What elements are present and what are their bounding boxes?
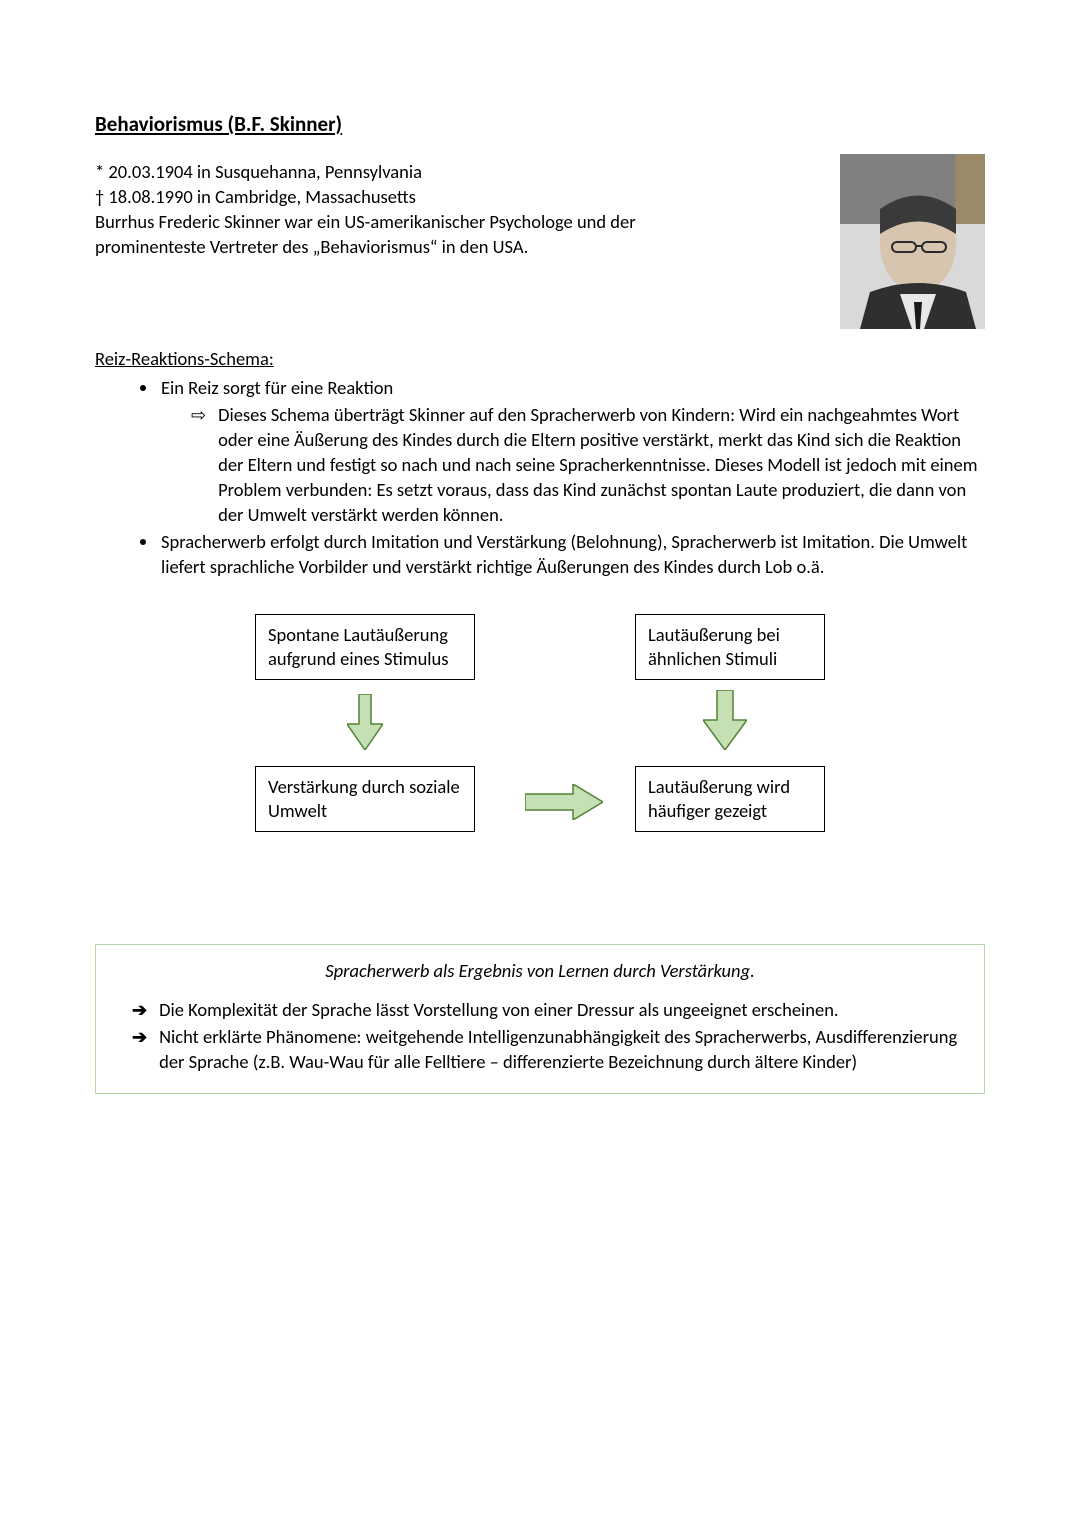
arrow-down-icon <box>347 694 383 757</box>
schema-heading: Reiz-Reaktions-Schema: <box>95 347 985 372</box>
bio-death: † 18.08.1990 in Cambridge, Massachusetts <box>95 185 695 210</box>
arrow-right-icon <box>525 784 603 827</box>
flowchart-node: Lautäußerung bei ähnlichen Stimuli <box>635 614 825 680</box>
summary-text: Die Komplexität der Sprache lässt Vorste… <box>159 998 970 1023</box>
bullet-text: Ein Reiz sorgt für eine Reaktion <box>161 376 393 399</box>
list-item: Ein Reiz sorgt für eine Reaktion ⇨ Diese… <box>159 376 985 528</box>
schema-list: Ein Reiz sorgt für eine Reaktion ⇨ Diese… <box>95 376 985 580</box>
portrait-placeholder <box>840 154 985 329</box>
arrow-bullet-icon: ➔ <box>132 998 147 1023</box>
summary-title: Spracherwerb als Ergebnis von Lernen dur… <box>110 959 970 984</box>
bullet-text: Spracherwerb erfolgt durch Imitation und… <box>161 530 967 578</box>
summary-text: Nicht erklärte Phänomene: weitgehende In… <box>159 1025 970 1075</box>
arrow-bullet-icon: ➔ <box>132 1025 147 1075</box>
summary-box: Spracherwerb als Ergebnis von Lernen dur… <box>95 944 985 1094</box>
bio-desc: Burrhus Frederic Skinner war ein US-amer… <box>95 210 695 260</box>
bio-block: * 20.03.1904 in Susquehanna, Pennsylvani… <box>95 160 695 260</box>
nested-text: Dieses Schema überträgt Skinner auf den … <box>218 403 985 528</box>
summary-item: ➔ Die Komplexität der Sprache lässt Vors… <box>110 998 970 1023</box>
page-title: Behaviorismus (B.F. Skinner) <box>95 110 985 138</box>
flowchart-node: Verstärkung durch soziale Umwelt <box>255 766 475 832</box>
bio-row: * 20.03.1904 in Susquehanna, Pennsylvani… <box>95 160 985 329</box>
arrow-down-icon <box>703 690 747 757</box>
arrow-right-icon: ⇨ <box>191 403 206 528</box>
nested-item: ⇨ Dieses Schema überträgt Skinner auf de… <box>191 403 985 528</box>
flowchart: Spontane Lautäußerung aufgrund eines Sti… <box>95 614 985 854</box>
summary-item: ➔ Nicht erklärte Phänomene: weitgehende … <box>110 1025 970 1075</box>
list-item: Spracherwerb erfolgt durch Imitation und… <box>159 530 985 580</box>
bio-birth: * 20.03.1904 in Susquehanna, Pennsylvani… <box>95 160 695 185</box>
flowchart-node: Lautäußerung wird häufiger gezeigt <box>635 766 825 832</box>
flowchart-node: Spontane Lautäußerung aufgrund eines Sti… <box>255 614 475 680</box>
